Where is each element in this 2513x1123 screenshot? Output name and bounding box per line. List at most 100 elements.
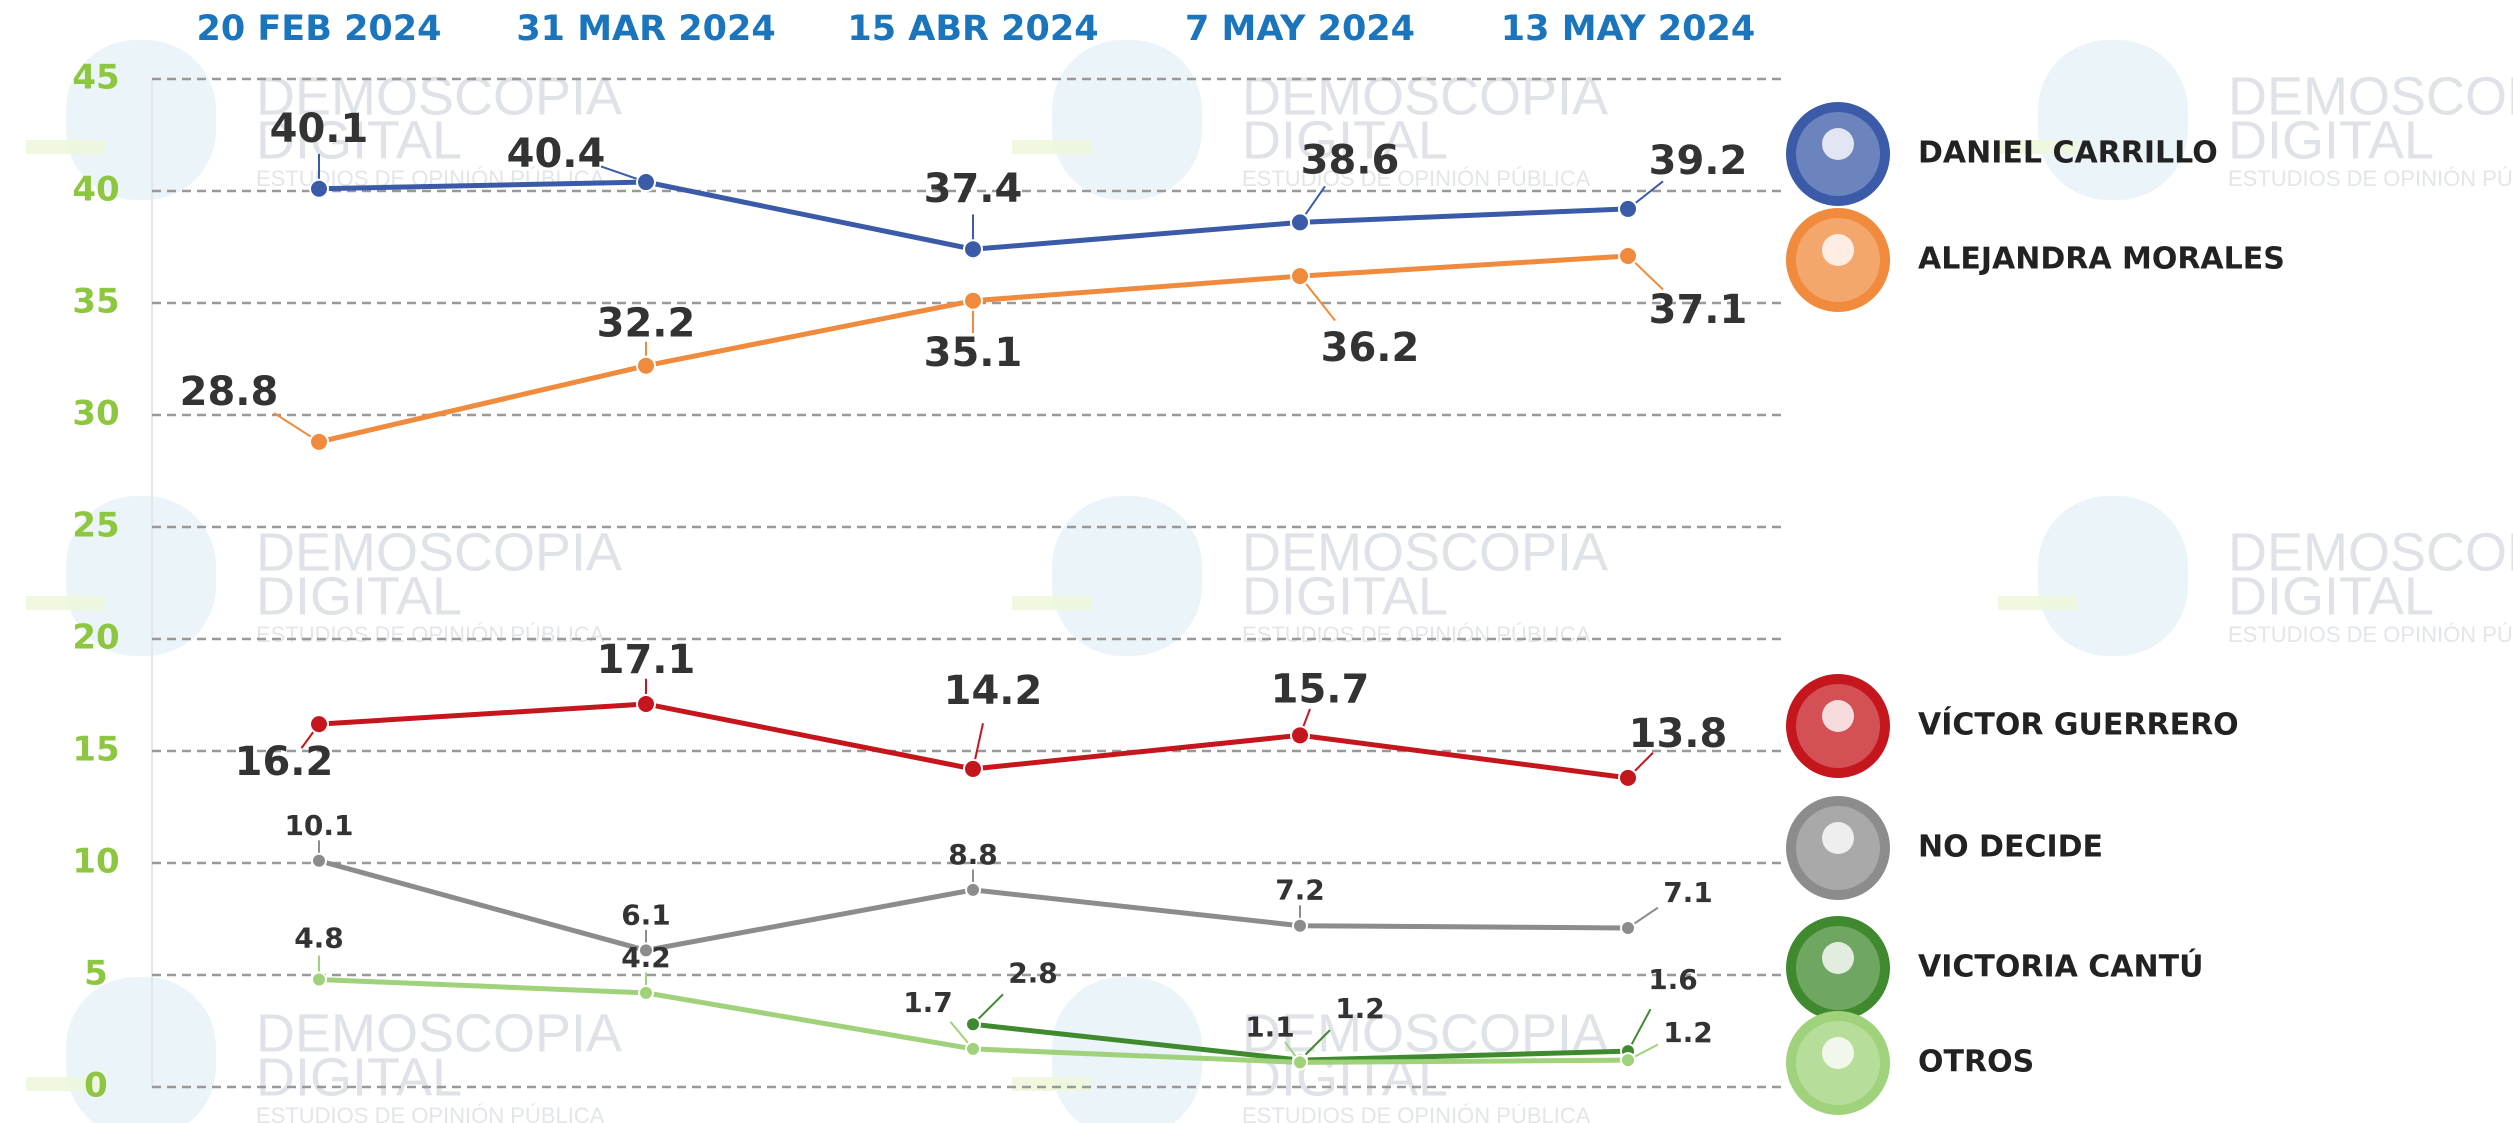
y-tick-label: 45 <box>72 58 119 98</box>
data-point <box>637 357 655 375</box>
data-label: 1.1 <box>1245 1010 1295 1043</box>
watermark-logo <box>1052 977 1202 1123</box>
data-point <box>1291 267 1309 285</box>
data-point <box>312 972 326 986</box>
watermark-text: DIGITAL <box>256 1047 462 1107</box>
legend-avatar-head <box>1822 128 1854 160</box>
data-label: 1.6 <box>1648 963 1698 996</box>
data-point <box>1621 921 1635 935</box>
watermark-logo <box>1052 496 1202 656</box>
watermark-text: ESTUDIOS DE OPINIÓN PÚBLICA <box>256 1103 605 1123</box>
data-label: 28.8 <box>180 369 279 415</box>
watermark-text: ESTUDIOS DE OPINIÓN PÚBLICA <box>2228 166 2513 191</box>
data-label: 1.2 <box>1663 1016 1713 1049</box>
data-label: 2.8 <box>1008 956 1058 989</box>
data-label: 38.6 <box>1301 137 1400 183</box>
x-tick-label: 20 FEB 2024 <box>197 9 442 49</box>
data-label: 1.2 <box>1335 992 1385 1025</box>
data-point <box>310 180 328 198</box>
data-point <box>1619 200 1637 218</box>
data-point <box>1621 1053 1635 1067</box>
data-point <box>637 173 655 191</box>
watermark-text: ESTUDIOS DE OPINIÓN PÚBLICA <box>1242 1103 1591 1123</box>
data-point <box>964 240 982 258</box>
legend-avatar-head <box>1822 822 1854 854</box>
watermark-text: ESTUDIOS DE OPINIÓN PÚBLICA <box>1242 622 1591 647</box>
data-point <box>966 1017 980 1031</box>
y-tick-label: 40 <box>72 170 119 210</box>
data-point <box>1293 1055 1307 1069</box>
data-label: 4.8 <box>294 921 344 954</box>
data-label: 35.1 <box>924 330 1023 376</box>
legend-avatar-head <box>1822 942 1854 974</box>
legend-avatar-head <box>1822 700 1854 732</box>
data-point <box>637 695 655 713</box>
data-point <box>964 760 982 778</box>
data-point <box>1291 213 1309 231</box>
data-label: 4.2 <box>621 941 671 974</box>
data-point <box>966 883 980 897</box>
watermark-text: ESTUDIOS DE OPINIÓN PÚBLICA <box>1242 166 1591 191</box>
y-tick-label: 35 <box>72 282 119 322</box>
watermark-logo <box>2038 496 2188 656</box>
watermark-text: ESTUDIOS DE OPINIÓN PÚBLICA <box>2228 622 2513 647</box>
data-label: 10.1 <box>284 809 353 842</box>
y-tick-label: 30 <box>72 394 119 434</box>
watermark-text: DIGITAL <box>256 566 462 626</box>
watermark-text: DIGITAL <box>2228 566 2434 626</box>
data-label: 8.8 <box>948 838 998 871</box>
data-label: 32.2 <box>597 301 696 347</box>
watermark-logo <box>1012 140 1092 154</box>
watermark-logo <box>1998 596 2078 610</box>
data-label: 40.4 <box>507 131 606 177</box>
legend-avatar-head <box>1822 1037 1854 1069</box>
data-label: 16.2 <box>235 739 334 785</box>
x-tick-label: 31 MAR 2024 <box>516 9 775 49</box>
data-point <box>1619 769 1637 787</box>
data-label: 37.4 <box>924 166 1023 212</box>
data-point <box>1291 726 1309 744</box>
data-label: 7.1 <box>1663 876 1713 909</box>
watermark-logo <box>1012 596 1092 610</box>
watermark-text: DIGITAL <box>2228 110 2434 170</box>
watermark-text: ESTUDIOS DE OPINIÓN PÚBLICA <box>256 622 605 647</box>
watermark-logo <box>1012 1077 1092 1091</box>
watermark-logo <box>26 140 106 154</box>
data-point <box>1293 919 1307 933</box>
data-point <box>639 986 653 1000</box>
data-point <box>310 433 328 451</box>
data-label: 39.2 <box>1649 138 1748 184</box>
y-tick-label: 5 <box>84 954 108 994</box>
data-point <box>1619 247 1637 265</box>
x-tick-label: 15 ABR 2024 <box>847 9 1098 49</box>
data-label: 17.1 <box>597 637 696 683</box>
x-tick-label: 7 MAY 2024 <box>1185 9 1415 49</box>
data-label: 37.1 <box>1649 287 1748 333</box>
y-tick-label: 10 <box>72 842 119 882</box>
y-tick-label: 15 <box>72 730 119 770</box>
data-label: 7.2 <box>1275 874 1325 907</box>
legend-label: VÍCTOR GUERRERO <box>1918 707 2239 743</box>
data-label: 36.2 <box>1321 325 1420 371</box>
data-label: 14.2 <box>944 668 1043 714</box>
legend-label: VICTORIA CANTÚ <box>1918 948 2203 985</box>
watermark-logo <box>1052 40 1202 200</box>
watermark-text: DIGITAL <box>1242 566 1448 626</box>
y-tick-label: 0 <box>84 1066 108 1106</box>
data-label: 1.7 <box>903 986 953 1019</box>
data-point <box>966 1042 980 1056</box>
legend-avatar-head <box>1822 234 1854 266</box>
data-label: 15.7 <box>1271 666 1370 712</box>
x-tick-label: 13 MAY 2024 <box>1501 9 1755 49</box>
legend-label: OTROS <box>1918 1045 2034 1080</box>
chart: DEMOSCOPIADIGITALESTUDIOS DE OPINIÓN PÚB… <box>0 0 2513 1123</box>
data-label: 6.1 <box>621 898 671 931</box>
data-point <box>964 292 982 310</box>
data-point <box>312 854 326 868</box>
watermark-logo <box>26 596 106 610</box>
data-point <box>310 715 328 733</box>
data-label: 13.8 <box>1629 711 1728 757</box>
watermark-logo <box>2038 40 2188 200</box>
y-tick-label: 20 <box>72 618 119 658</box>
legend-label: DANIEL CARRILLO <box>1918 136 2218 171</box>
